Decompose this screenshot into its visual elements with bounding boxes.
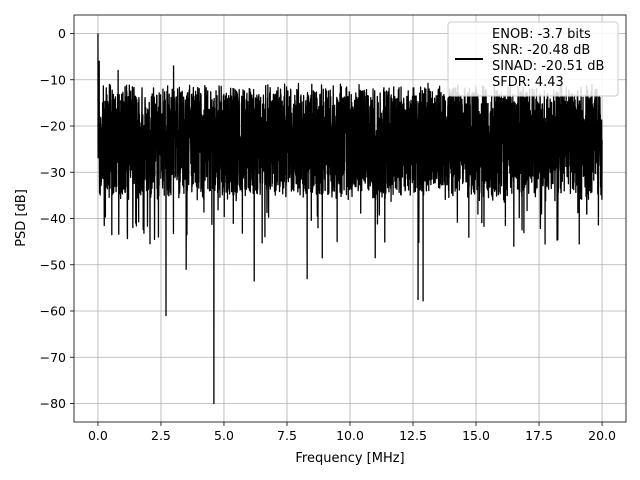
y-tick-label: −30	[40, 165, 66, 180]
y-tick-label: −40	[40, 211, 66, 226]
y-axis-label: PSD [dB]	[14, 189, 29, 247]
legend-line-enob: ENOB: -3.7 bits	[492, 27, 591, 42]
legend-line-snr: SNR: -20.48 dB	[492, 43, 590, 58]
y-tick-label: −60	[40, 304, 66, 319]
legend-line-sinad: SINAD: -20.51 dB	[492, 59, 604, 74]
x-tick-label: 10.0	[336, 428, 364, 443]
y-tick-label: −10	[40, 72, 66, 87]
x-tick-label: 7.5	[277, 428, 297, 443]
y-tick-label: −50	[40, 257, 66, 272]
legend-line-sfdr: SFDR: 4.43	[492, 75, 564, 90]
legend-box	[447, 21, 619, 97]
x-axis-label: Frequency [MHz]	[295, 451, 404, 466]
axis-ticks: 0.0 2.5 5.0 7.5 10.0 12.5 15.0 17.5 20.0 0 −10 −20 −…	[40, 26, 616, 443]
y-tick-label: −70	[40, 350, 66, 365]
x-tick-label: 20.0	[588, 428, 616, 443]
legend: ENOB: -3.7 bits SNR: -20.48 dB SINAD: -2…	[447, 21, 619, 97]
x-tick-label: 17.5	[525, 428, 553, 443]
plot-area	[97, 33, 603, 405]
x-tick-label: 15.0	[462, 428, 490, 443]
y-tick-label: 0	[58, 26, 66, 41]
psd-series-line	[97, 33, 603, 405]
y-tick-label: −20	[40, 119, 66, 134]
x-tick-label: 0.0	[88, 428, 108, 443]
x-tick-label: 2.5	[151, 428, 171, 443]
x-tick-label: 12.5	[399, 428, 427, 443]
y-tick-label: −80	[40, 396, 66, 411]
x-tick-label: 5.0	[214, 428, 234, 443]
